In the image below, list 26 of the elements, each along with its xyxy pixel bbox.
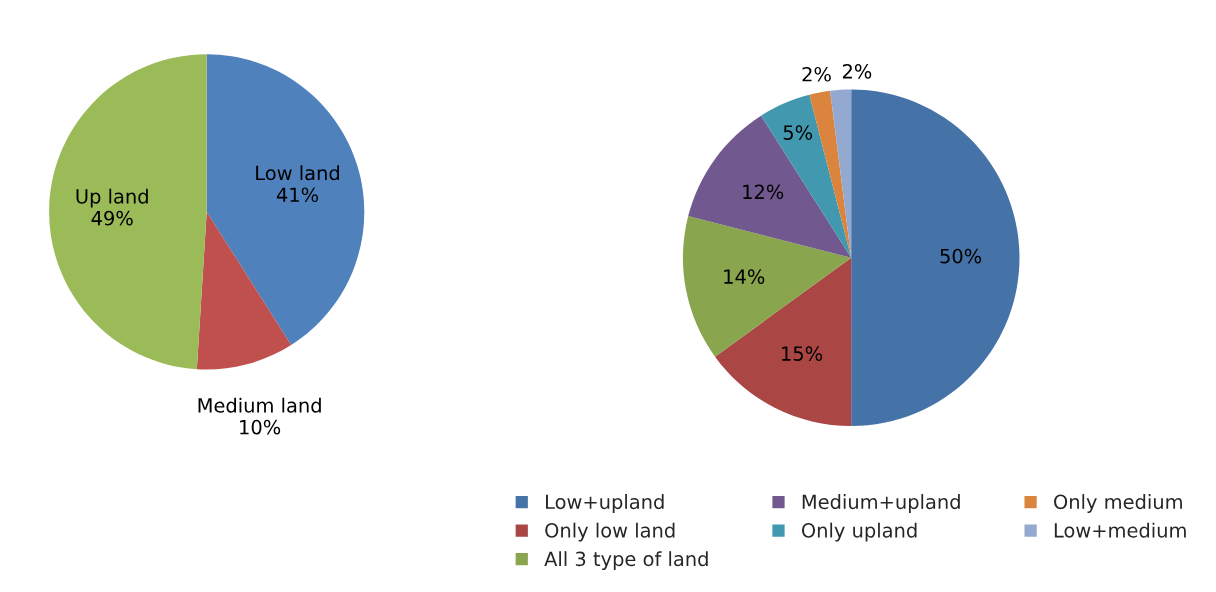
data-label: 2% bbox=[842, 63, 872, 79]
legend-label: Only medium bbox=[1054, 494, 1182, 513]
data-label: 2% bbox=[802, 66, 831, 82]
data-label: 15% bbox=[782, 346, 823, 361]
legend-label: All 3 type of land bbox=[544, 551, 708, 570]
legend-label: Medium+upland bbox=[802, 494, 960, 513]
legend-label: Only upland bbox=[801, 522, 917, 542]
data-label: 14% bbox=[724, 269, 765, 284]
data-label: 49% bbox=[91, 210, 133, 226]
pie-slice bbox=[49, 54, 207, 370]
data-label: 12% bbox=[743, 184, 784, 200]
slice-label: Medium land bbox=[198, 397, 321, 413]
pie-slice bbox=[206, 54, 365, 345]
legend-label: Only low land bbox=[545, 522, 675, 542]
legend-label: Low+medium bbox=[1054, 522, 1186, 538]
pie-slice bbox=[715, 257, 852, 427]
pie-slice bbox=[851, 89, 1020, 427]
data-label: 50% bbox=[940, 248, 982, 264]
slice-label: Up land bbox=[76, 188, 148, 208]
data-label: 41% bbox=[276, 187, 319, 203]
data-label: 10% bbox=[240, 419, 281, 435]
pie-slice bbox=[688, 115, 852, 258]
legend-label: Low+upland bbox=[546, 494, 664, 513]
pie-slice bbox=[196, 211, 292, 370]
data-label: 5% bbox=[783, 125, 813, 140]
slice-label: Low land bbox=[256, 165, 339, 181]
